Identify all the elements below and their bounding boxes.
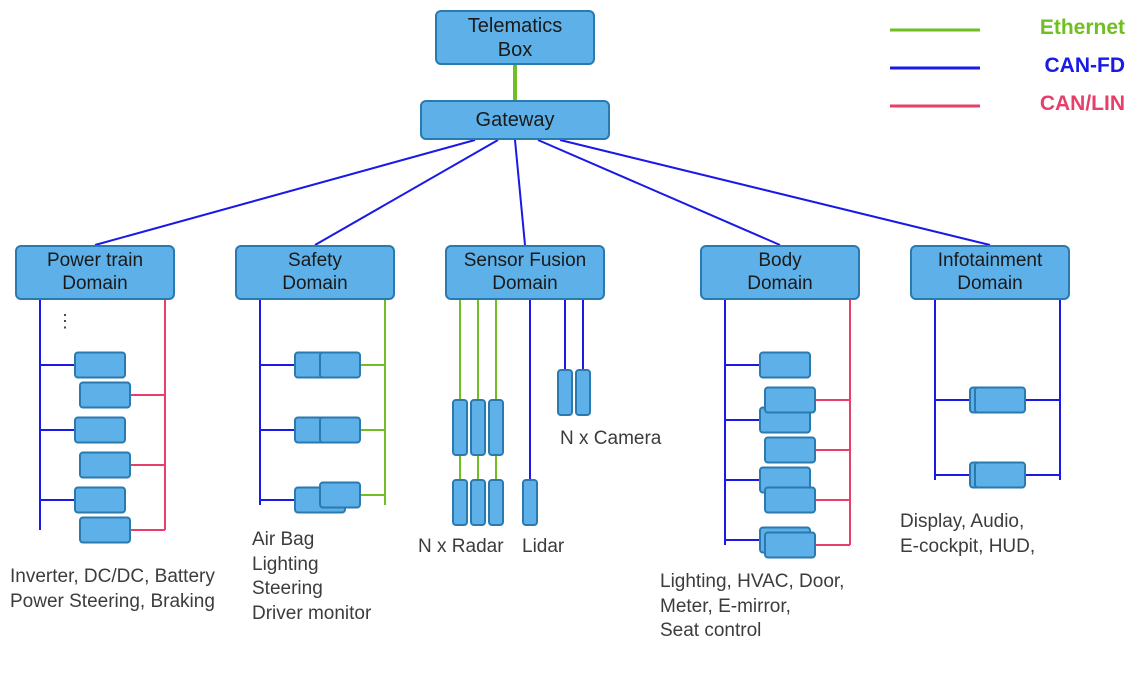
info_caption: Display, Audio, E-cockpit, HUD,	[900, 510, 1035, 559]
node-powertrain: Power train Domain	[15, 245, 175, 300]
node-safety: Safety Domain	[235, 245, 395, 300]
sensor-box	[489, 480, 503, 525]
ellipsis: ⋮	[56, 310, 74, 333]
node-sensor: Sensor Fusion Domain	[445, 245, 605, 300]
ecubox	[320, 418, 360, 443]
ecubox	[765, 533, 815, 558]
ecubox	[75, 488, 125, 513]
sensor-box	[471, 480, 485, 525]
node-gateway: Gateway	[420, 100, 610, 140]
sensor-box	[453, 480, 467, 525]
sensor-box	[576, 370, 590, 415]
legend-label-ethernet: Ethernet	[1000, 16, 1125, 40]
edge-canfd	[560, 140, 990, 245]
edge-canfd	[538, 140, 780, 245]
ecubox	[765, 388, 815, 413]
camera_caption: N x Camera	[560, 427, 661, 452]
node-info: Infotainment Domain	[910, 245, 1070, 300]
ecubox	[975, 463, 1025, 488]
sensor-box	[453, 400, 467, 455]
ecubox	[75, 353, 125, 378]
sensor-box	[523, 480, 537, 525]
ecubox	[80, 518, 130, 543]
sensor-box	[558, 370, 572, 415]
safety_caption: Air Bag Lighting Steering Driver monitor	[252, 528, 371, 627]
node-telematics: Telematics Box	[435, 10, 595, 65]
powertrain_caption: Inverter, DC/DC, Battery Power Steering,…	[10, 565, 215, 614]
edge-canfd	[95, 140, 475, 245]
node-body: Body Domain	[700, 245, 860, 300]
edge-canfd	[515, 140, 525, 245]
ecubox	[760, 353, 810, 378]
ecubox	[320, 483, 360, 508]
ecubox	[765, 438, 815, 463]
ecubox	[80, 453, 130, 478]
lidar_caption: Lidar	[522, 535, 564, 560]
ecubox	[320, 353, 360, 378]
radar_caption: N x Radar	[418, 535, 504, 560]
sensor-box	[471, 400, 485, 455]
body_caption: Lighting, HVAC, Door, Meter, E-mirror, S…	[660, 570, 844, 644]
edge-canfd	[315, 140, 498, 245]
legend-label-canfd: CAN-FD	[1000, 54, 1125, 78]
legend-label-canlin: CAN/LIN	[1000, 92, 1125, 116]
ecubox	[765, 488, 815, 513]
ecubox	[80, 383, 130, 408]
ecubox	[975, 388, 1025, 413]
ecubox	[75, 418, 125, 443]
sensor-box	[489, 400, 503, 455]
